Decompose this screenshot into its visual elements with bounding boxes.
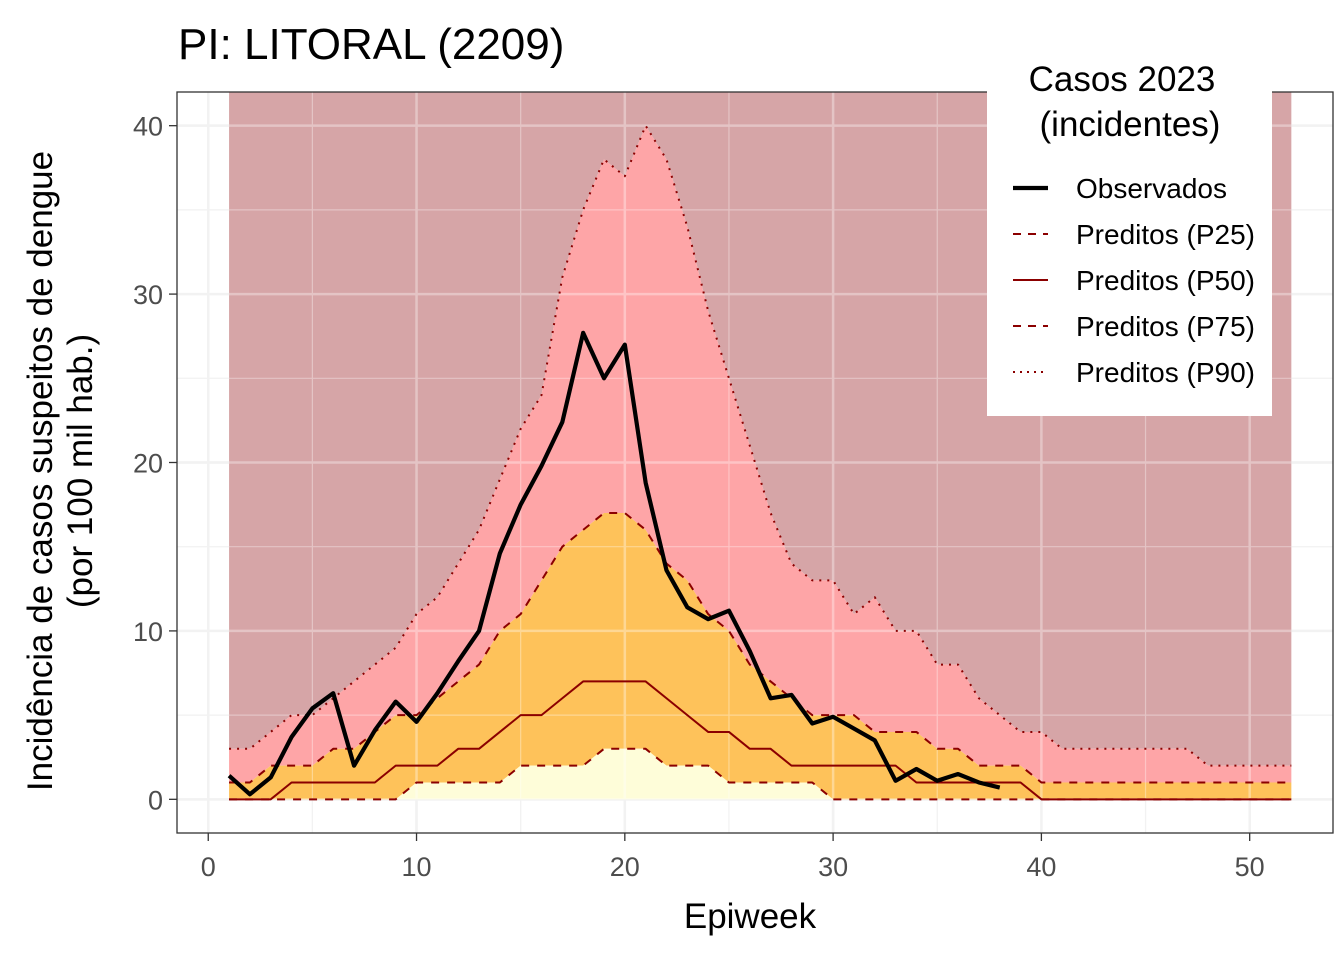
x-axis-title: Epiweek xyxy=(684,897,817,936)
legend-title-line1: Casos 2023 xyxy=(1029,60,1216,99)
band-p75-p90 xyxy=(229,125,1292,783)
legend-title-line2: (incidentes) xyxy=(1040,105,1221,144)
legend: Casos 2023 (incidentes) Observados Predit… xyxy=(987,52,1272,416)
y-tick-label: 40 xyxy=(133,112,163,142)
chart-title: PI: LITORAL (2209) xyxy=(178,20,564,69)
x-tick-label: 50 xyxy=(1235,852,1265,882)
x-tick-label: 20 xyxy=(610,852,640,882)
x-tick-label: 0 xyxy=(201,852,216,882)
y-tick-label: 30 xyxy=(133,280,163,310)
band-below-p25 xyxy=(229,748,1292,800)
series-line-preditos-p50 xyxy=(229,680,1292,801)
y-axis-title: Incidência de casos suspeitos de dengue … xyxy=(21,151,100,791)
series-line-preditos-p25 xyxy=(229,747,1292,801)
series-lines xyxy=(227,124,1292,801)
legend-label-2: Preditos (P50) xyxy=(1076,265,1255,296)
y-axis: 0 10 20 30 40 xyxy=(133,112,177,815)
y-tick-label: 0 xyxy=(148,785,163,815)
y-axis-title-line1: Incidência de casos suspeitos de dengue xyxy=(21,151,60,791)
series-line-observados xyxy=(227,330,1001,797)
x-tick-label: 10 xyxy=(402,852,432,882)
x-tick-label: 30 xyxy=(818,852,848,882)
y-tick-label: 10 xyxy=(133,617,163,647)
legend-label-4: Preditos (P90) xyxy=(1076,357,1255,388)
x-axis: 0 10 20 30 40 50 xyxy=(201,833,1265,882)
legend-label-1: Preditos (P25) xyxy=(1076,219,1255,250)
band-p25-p75 xyxy=(229,513,1292,800)
x-tick-label: 40 xyxy=(1026,852,1056,882)
y-tick-label: 20 xyxy=(133,449,163,479)
legend-label-3: Preditos (P75) xyxy=(1076,311,1255,342)
y-axis-title-line2: (por 100 mil hab.) xyxy=(61,334,100,608)
legend-label-0: Observados xyxy=(1076,173,1227,204)
legend-items: Observados Preditos (P25) Preditos (P50) Pr… xyxy=(1013,173,1255,388)
series-line-preditos-p90 xyxy=(229,124,1292,767)
